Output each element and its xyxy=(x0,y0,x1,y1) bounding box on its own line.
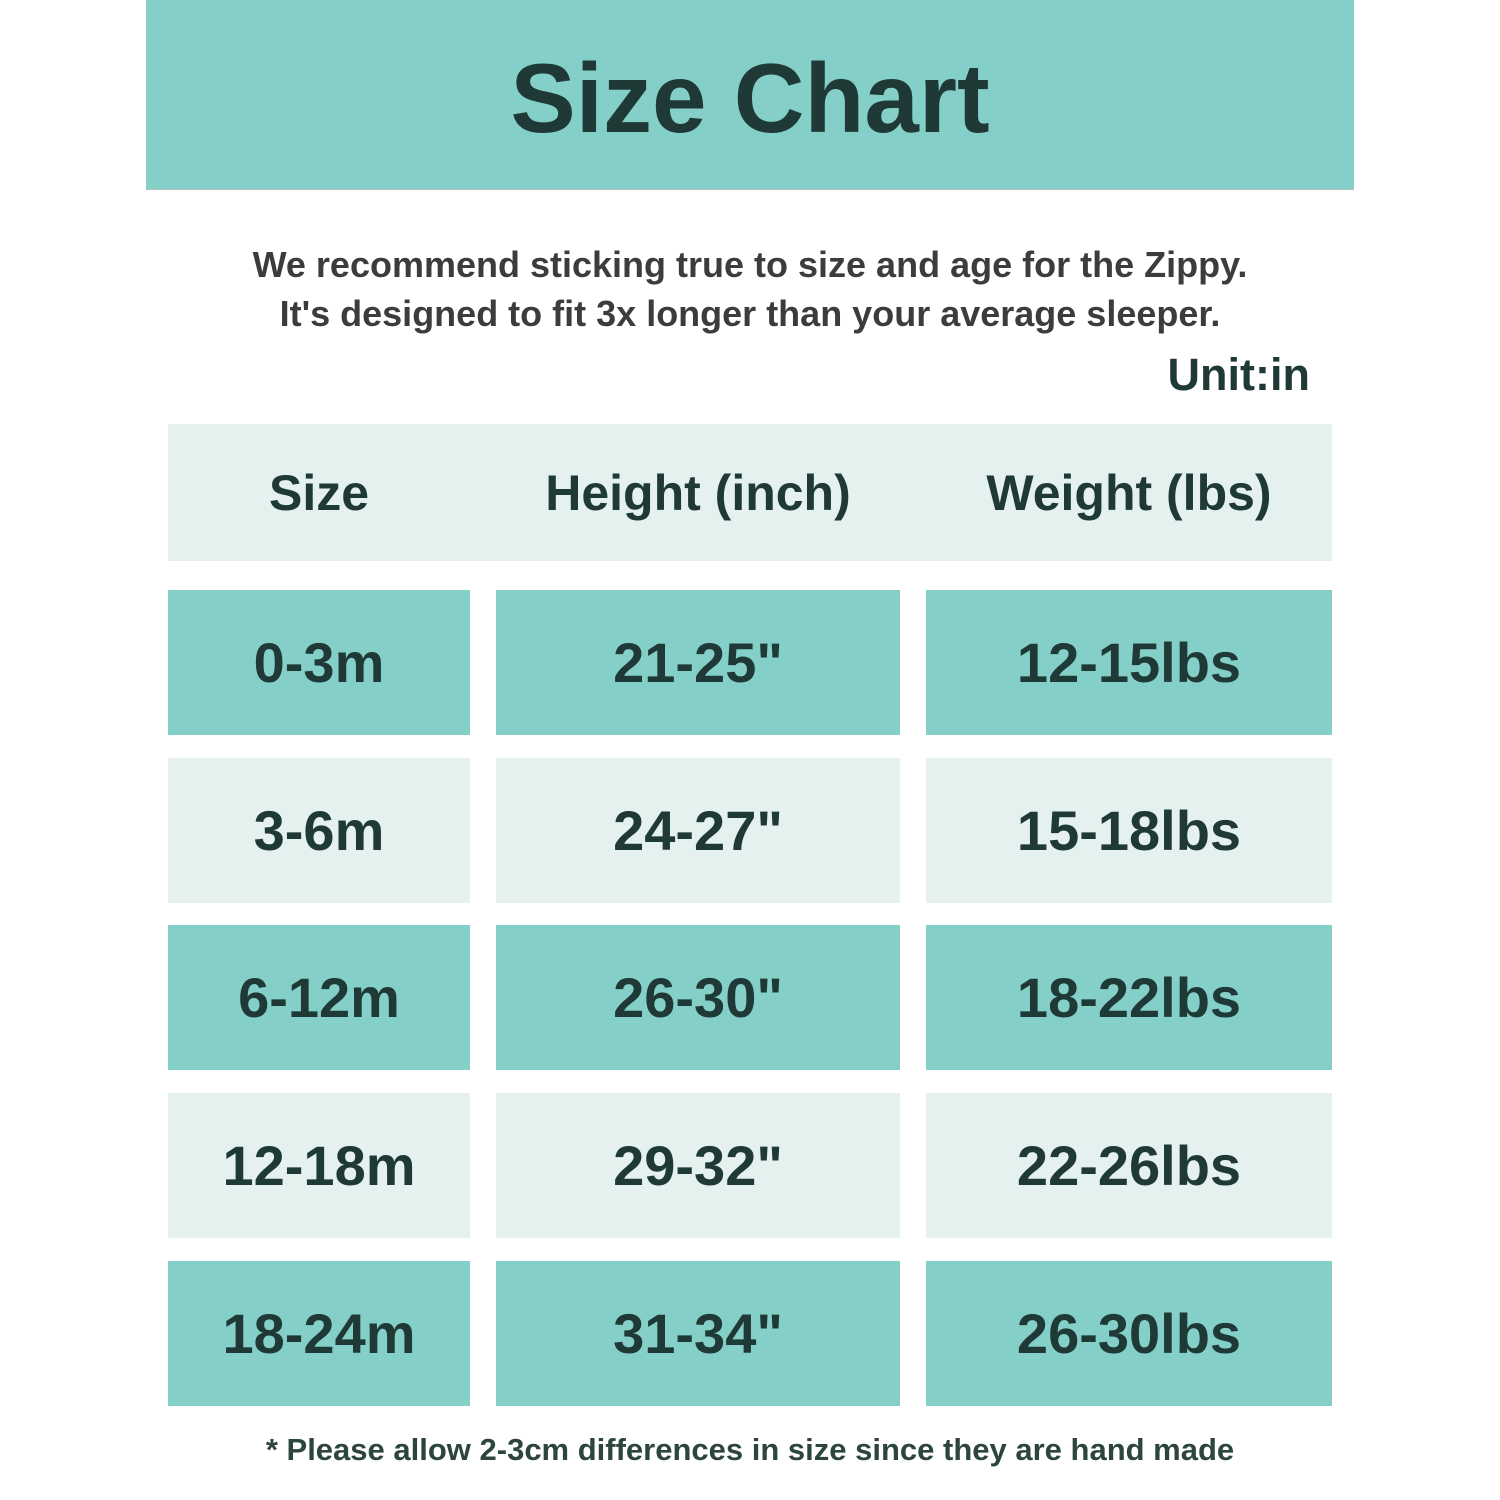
intro-line-1: We recommend sticking true to size and a… xyxy=(252,244,1248,285)
cell-height: 24-27" xyxy=(496,758,900,903)
footnote: * Please allow 2-3cm differences in size… xyxy=(265,1432,1235,1467)
page-title: Size Chart xyxy=(510,42,990,153)
header-size: Size xyxy=(268,464,370,521)
cell-size: 3-6m xyxy=(168,758,470,903)
cell-weight: 18-22lbs xyxy=(926,925,1332,1070)
cell-height: 21-25" xyxy=(496,590,900,735)
cell-weight: 12-15lbs xyxy=(926,590,1332,735)
table-row: 6-12m 26-30" 18-22lbs xyxy=(168,925,1332,1070)
cell-size: 0-3m xyxy=(168,590,470,735)
table-header-row: Size Height (inch) Weight (lbs) xyxy=(168,424,1332,561)
cell-size: 18-24m xyxy=(168,1261,470,1406)
table-row: 0-3m 21-25" 12-15lbs xyxy=(168,590,1332,735)
cell-height: 26-30" xyxy=(496,925,900,1070)
table-row: 12-18m 29-32" 22-26lbs xyxy=(168,1093,1332,1238)
cell-weight: 22-26lbs xyxy=(926,1093,1332,1238)
intro-line-2: It's designed to fit 3x longer than your… xyxy=(279,293,1221,334)
cell-weight: 15-18lbs xyxy=(926,758,1332,903)
cell-weight: 26-30lbs xyxy=(926,1261,1332,1406)
header-height: Height (inch) xyxy=(545,464,851,521)
header-weight: Weight (lbs) xyxy=(986,464,1272,521)
cell-height: 29-32" xyxy=(496,1093,900,1238)
cell-size: 12-18m xyxy=(168,1093,470,1238)
cell-size: 6-12m xyxy=(168,925,470,1070)
intro-paragraph: We recommend sticking true to size and a… xyxy=(0,240,1500,338)
cell-height: 31-34" xyxy=(496,1261,900,1406)
title-banner: Size Chart xyxy=(146,0,1354,190)
unit-label: Unit:in xyxy=(1167,349,1310,400)
table-row: 18-24m 31-34" 26-30lbs xyxy=(168,1261,1332,1406)
table-row: 3-6m 24-27" 15-18lbs xyxy=(168,758,1332,903)
